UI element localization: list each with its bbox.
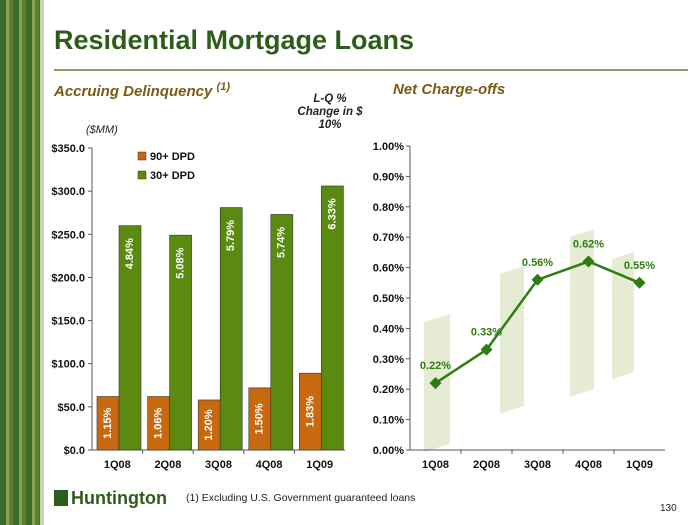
bar-data-label: 5.08% [175,247,187,278]
lq-note-line-1: L-Q % [313,93,347,105]
bar-x-tick-label: 2Q08 [154,459,181,471]
line-point-marker [531,273,544,286]
line-y-tick-label: 0.50% [373,293,404,305]
line-data-label: 0.62% [573,239,604,251]
line-point-marker [480,343,493,356]
bar-30dpd [270,214,294,451]
bar-y-tick-label: $200.0 [51,272,85,284]
logo-mark-icon [54,490,68,506]
page-title: Residential Mortgage Loans [54,25,415,55]
line-y-tick-label: 0.80% [373,202,404,214]
line-data-label: 0.22% [420,360,451,372]
line-x-tick-label: 4Q08 [575,459,602,471]
bar-data-label: 4.84% [124,238,136,269]
bar-data-label: 1.15% [102,407,114,438]
legend-label: 30+ DPD [150,170,195,182]
decorative-side-edge [40,0,44,525]
left-section-title: Accruing Delinquency (1) [54,81,230,100]
bar-y-tick-label: $300.0 [51,186,85,198]
lq-note-line-3: 10% [318,119,342,131]
bar-data-label: 6.33% [326,198,338,229]
bar-data-label: 5.79% [225,220,237,251]
bar-x-tick-label: 1Q08 [104,459,131,471]
decorative-side-stripes [0,0,40,525]
line-y-tick-label: 0.60% [373,263,404,275]
left-section-footnote-ref: (1) [216,81,230,93]
line-y-tick-label: 0.00% [373,445,404,457]
bar-data-label: 1.20% [203,409,215,440]
line-y-tick-label: 1.00% [373,141,404,153]
watermark-shape [500,265,524,414]
bar-30dpd [169,234,192,451]
bar-data-label: 5.74% [276,227,288,258]
bar-y-tick-label: $150.0 [51,316,85,328]
lq-note-line-2: Change in $ [297,106,363,118]
bar-x-tick-label: 3Q08 [205,459,232,471]
line-y-tick-label: 0.40% [373,323,404,335]
bar-y-tick-label: $50.0 [57,402,85,414]
units-label: ($MM) [86,124,118,136]
bar-y-tick-label: $350.0 [51,143,85,155]
line-y-tick-label: 0.10% [373,415,404,427]
bar-30dpd [321,185,344,451]
line-y-tick-label: 0.90% [373,171,404,183]
legend-swatch [137,170,147,180]
line-point-marker [429,377,442,390]
watermark-shape [570,228,594,397]
bar-y-tick-label: $250.0 [51,229,85,241]
footnote: (1) Excluding U.S. Government guaranteed… [186,492,416,504]
line-x-tick-label: 3Q08 [524,459,551,471]
bar-x-tick-label: 4Q08 [256,459,283,471]
bar-data-label: 1.06% [153,407,165,438]
bar-y-tick-label: $100.0 [51,359,85,371]
line-x-tick-label: 1Q09 [626,459,653,471]
page-number: 130 [660,503,677,514]
lq-change-note: L-Q % Change in $ 10% [290,93,370,132]
huntington-logo: Huntington [54,488,167,509]
line-point-marker [582,255,595,268]
line-y-tick-label: 0.20% [373,384,404,396]
left-section-label: Accruing Delinquency [54,83,213,100]
line-point-marker [633,276,646,289]
line-data-label: 0.33% [471,327,502,339]
bar-data-label: 1.83% [304,396,316,427]
line-x-tick-label: 2Q08 [473,459,500,471]
line-y-tick-label: 0.30% [373,354,404,366]
bar-data-label: 1.50% [254,403,266,434]
title-divider [54,69,688,71]
line-data-label: 0.55% [624,260,655,272]
bar-30dpd [118,225,142,451]
bar-x-tick-label: 1Q09 [306,459,333,471]
bar-y-tick-label: $0.0 [64,445,85,457]
legend-swatch [137,151,147,161]
bar-30dpd [219,207,243,451]
right-section-title: Net Charge-offs [393,81,506,98]
line-y-tick-label: 0.70% [373,232,404,244]
watermark-shape [612,252,634,380]
legend-label: 90+ DPD [150,151,195,163]
line-data-label: 0.56% [522,257,553,269]
logo-text: Huntington [71,488,167,508]
line-x-tick-label: 1Q08 [422,459,449,471]
